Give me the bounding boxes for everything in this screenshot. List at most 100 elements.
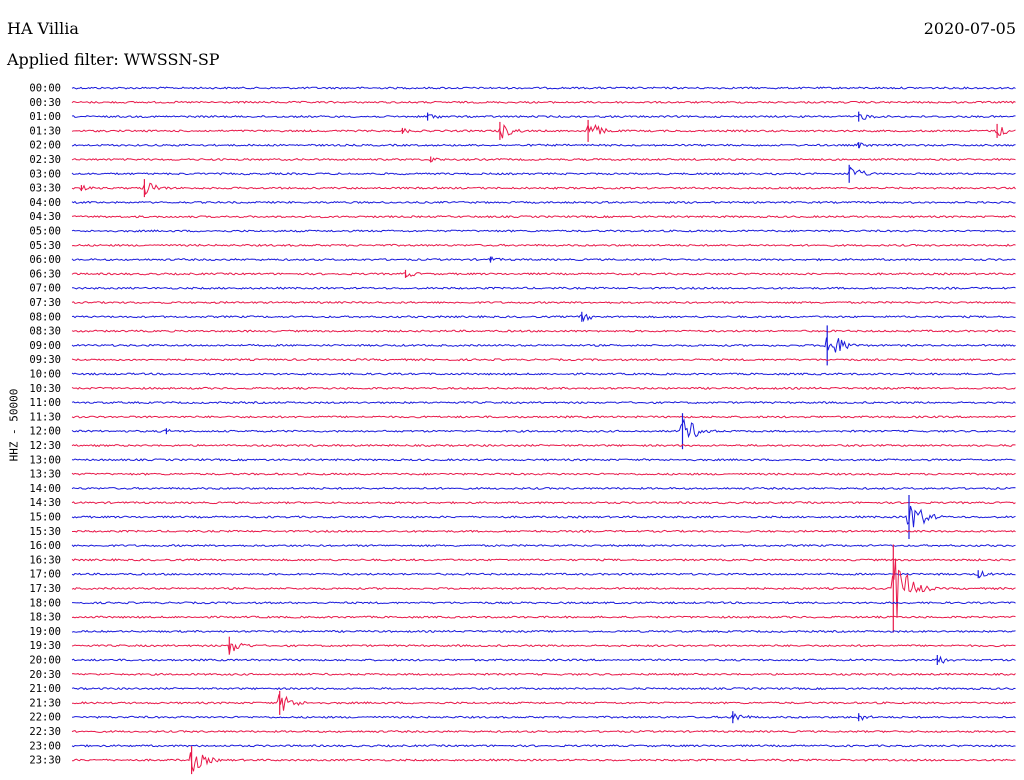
date-label: 2020-07-05 (923, 19, 1016, 38)
tick-label: 12:00 (29, 426, 61, 438)
filter-label: Applied filter: WWSSN-SP (7, 50, 220, 69)
trace-line (71, 558, 1016, 618)
event-mark (404, 269, 407, 278)
trace-line (71, 86, 1016, 90)
tick-label: 14:30 (29, 497, 61, 509)
trace-line (71, 443, 1016, 448)
trace-line (71, 615, 1016, 619)
trace-line (71, 672, 1016, 676)
tick-label: 20:00 (29, 655, 61, 667)
event-mark (279, 690, 281, 715)
event-mark (80, 185, 82, 192)
trace-line (71, 486, 1016, 490)
event-mark (581, 311, 583, 322)
tick-label: 19:30 (29, 640, 61, 652)
tick-label: 11:30 (29, 411, 61, 423)
trace-line (71, 123, 1016, 139)
event-mark (430, 156, 432, 163)
event-mark (996, 123, 998, 138)
tick-label: 02:30 (29, 154, 61, 166)
trace-line (71, 401, 1016, 405)
trace-line (71, 215, 1016, 219)
event-mark (499, 121, 501, 140)
tick-label: 01:30 (29, 125, 61, 137)
trace-line (71, 337, 1016, 353)
trace-line (71, 472, 1016, 476)
tick-label: 07:30 (29, 297, 61, 309)
tick-label: 18:30 (29, 612, 61, 624)
trace-line (71, 570, 1016, 579)
event-mark (489, 256, 492, 263)
event-mark (427, 112, 429, 121)
trace-line (72, 752, 1016, 772)
tick-label: 04:00 (29, 197, 61, 209)
trace-line (71, 544, 1016, 548)
trace-line (71, 200, 1016, 205)
trace-line (71, 372, 1016, 376)
tick-label: 05:30 (29, 240, 61, 252)
tick-label: 19:00 (29, 626, 61, 638)
event-mark (191, 746, 193, 775)
trace-line (71, 114, 1016, 120)
tick-label: 23:30 (29, 755, 61, 767)
tick-label: 21:00 (29, 683, 61, 695)
tick-label: 11:00 (29, 397, 61, 409)
trace-line (71, 100, 1016, 104)
trace-line (71, 655, 1016, 664)
trace-line (71, 329, 1016, 333)
trace-line (71, 272, 1016, 278)
trace-line (72, 529, 1016, 533)
event-mark (936, 655, 938, 665)
tick-label: 00:00 (29, 83, 61, 95)
trace-line (72, 694, 1016, 711)
trace-line (72, 601, 1016, 605)
trace-line (71, 744, 1016, 748)
event-mark (858, 142, 860, 149)
trace-line (71, 243, 1016, 247)
tick-label: 16:30 (29, 554, 61, 566)
tick-label: 15:00 (29, 512, 61, 524)
tick-label: 08:00 (29, 311, 61, 323)
event-mark (892, 544, 894, 633)
tick-label: 22:00 (29, 712, 61, 724)
tick-label: 03:30 (29, 183, 61, 195)
tick-label: 12:30 (29, 440, 61, 452)
trace-line (71, 458, 1016, 462)
trace-line (71, 313, 1016, 323)
tick-label: 06:30 (29, 268, 61, 280)
tick-label: 09:00 (29, 340, 61, 352)
station-title: HA Villia (7, 19, 79, 38)
tick-label: 17:00 (29, 569, 61, 581)
event-mark (165, 428, 167, 435)
trace-line (71, 358, 1016, 362)
event-mark (858, 111, 860, 122)
trace-line (71, 386, 1016, 390)
trace-line (71, 712, 1016, 721)
tick-label: 07:00 (29, 283, 61, 295)
tick-label: 10:30 (29, 383, 61, 395)
tick-label: 10:00 (29, 369, 61, 381)
trace-line (71, 501, 1016, 505)
event-mark (732, 711, 734, 724)
time-tick-labels: 00:00 00:30 01:00 01:30 02:00 02:30 03:00 03:30… (29, 83, 61, 767)
tick-label: 15:30 (29, 526, 61, 538)
event-mark (228, 636, 230, 655)
event-mark (143, 179, 145, 198)
tick-label: 02:00 (29, 140, 61, 152)
tick-label: 01:00 (29, 111, 61, 123)
trace-line (71, 255, 1016, 263)
tick-label: 13:30 (29, 469, 61, 481)
trace-line (72, 286, 1016, 290)
event-mark (848, 164, 850, 183)
trace-line (71, 558, 1016, 562)
trace-line (71, 729, 1016, 734)
trace-line (71, 300, 1016, 305)
event-mark (401, 127, 403, 134)
event-mark (977, 570, 979, 579)
trace-line (71, 418, 1016, 439)
tick-label: 00:30 (29, 97, 61, 109)
tick-label: 13:00 (29, 454, 61, 466)
trace-line (71, 505, 1016, 528)
tick-label: 18:00 (29, 597, 61, 609)
tick-label: 03:00 (29, 168, 61, 180)
